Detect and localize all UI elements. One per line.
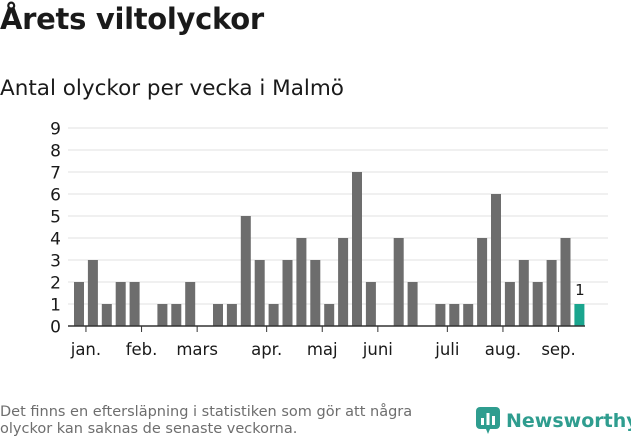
bar [74, 282, 84, 326]
x-tick-label: sep. [541, 340, 575, 359]
bar [546, 260, 557, 326]
x-tick-label: feb. [126, 340, 158, 359]
bar [310, 260, 321, 326]
bar-highlight [574, 304, 585, 326]
bar [268, 304, 279, 326]
x-tick-label: apr. [251, 340, 282, 359]
bar [560, 238, 571, 326]
bar [101, 304, 112, 326]
x-tick-label: jan. [70, 340, 101, 359]
y-tick-label: 7 [50, 164, 61, 184]
bar [87, 260, 98, 326]
x-tick-label: mars [176, 340, 218, 359]
bar [171, 304, 182, 326]
bar [296, 238, 307, 326]
bar [477, 238, 488, 326]
y-tick-label: 4 [50, 230, 61, 250]
y-tick-label: 3 [50, 252, 61, 272]
bar [491, 194, 501, 326]
y-tick-label: 1 [50, 296, 61, 316]
bar [115, 282, 126, 326]
bar [393, 238, 404, 326]
bar [518, 260, 529, 326]
x-tick-label: aug. [485, 340, 521, 359]
y-tick-label: 5 [50, 208, 61, 228]
bar [240, 216, 251, 326]
bar [213, 304, 223, 326]
y-tick-label: 6 [50, 186, 61, 206]
bar [338, 238, 349, 326]
x-tick-label: maj [307, 340, 338, 359]
bar [157, 304, 168, 326]
bar [185, 282, 196, 326]
bar [435, 304, 446, 326]
bar [504, 282, 515, 326]
bar [463, 304, 474, 326]
x-tick-label: juli [434, 340, 459, 359]
bar [407, 282, 418, 326]
bar [254, 260, 265, 326]
data-label: 1 [575, 281, 585, 299]
brand-label: Newsworthy [506, 410, 631, 432]
chart-title: Årets viltolyckor [0, 2, 264, 36]
newsworthy-logo-icon [476, 407, 500, 434]
bar [226, 304, 237, 326]
bar [532, 282, 543, 326]
bar [282, 260, 293, 326]
chart-subtitle: Antal olyckor per vecka i Malmö [0, 76, 344, 101]
bar [449, 304, 460, 326]
y-tick-label: 9 [50, 120, 61, 140]
bar [352, 172, 362, 326]
y-tick-label: 0 [50, 318, 61, 338]
y-tick-label: 2 [50, 274, 61, 294]
footnote: Det finns en eftersläpning i statistiken… [0, 404, 413, 437]
bar [324, 304, 335, 326]
bar [129, 282, 140, 326]
x-tick-label: juni [362, 340, 393, 359]
bar [365, 282, 376, 326]
y-tick-label: 8 [50, 142, 61, 162]
newsworthy-brand[interactable]: Newsworthy [476, 407, 631, 435]
